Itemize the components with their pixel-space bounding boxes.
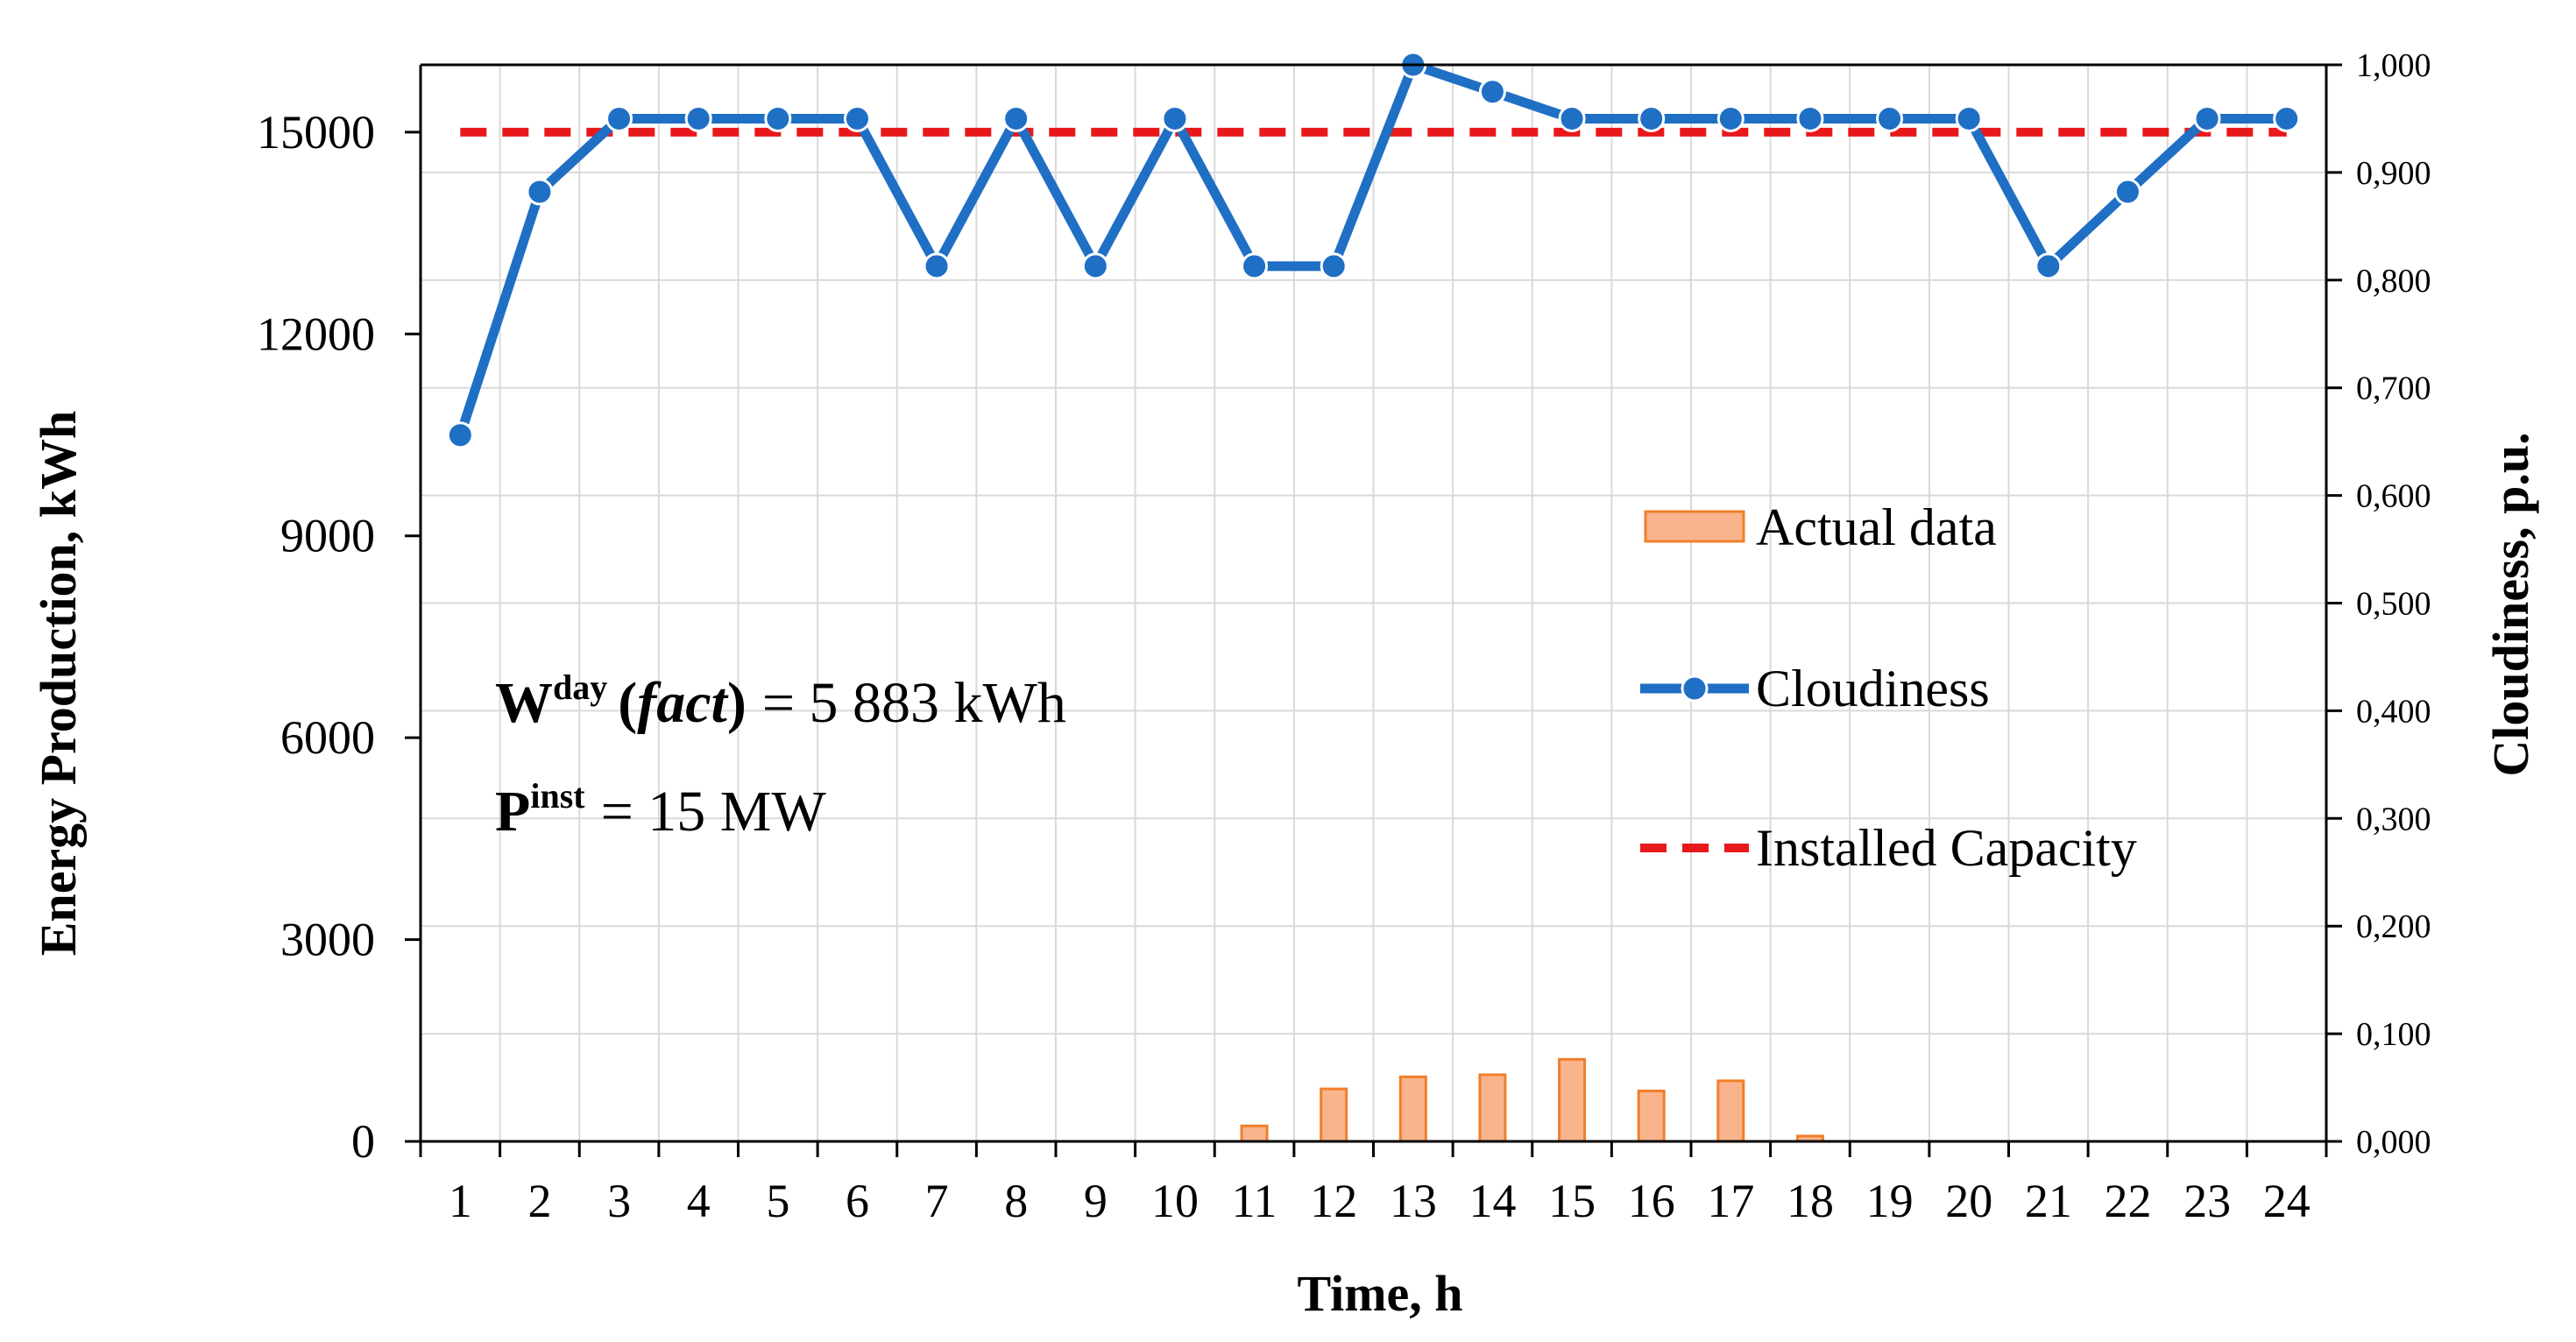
cloudiness-point-20: [1955, 104, 1983, 132]
y-right-tick-label: 0,700: [2356, 371, 2431, 407]
x-tick-label: 8: [1004, 1175, 1028, 1227]
cloudiness-point-14: [1478, 78, 1506, 106]
y-right-tick-label: 0,800: [2356, 263, 2431, 300]
legend-swatch-actual-data: [1644, 510, 1745, 543]
cloudiness-point-24: [2273, 104, 2301, 132]
annotation-energy-day: Wday (fact) = 5 883 kWh: [495, 667, 1066, 735]
bar-actual-data-17: [1716, 1079, 1745, 1143]
cloudiness-series: [446, 51, 2301, 449]
y-left-tick-label: 15000: [257, 106, 375, 159]
legend-label-actual-data: Actual data: [1756, 498, 1997, 556]
bar-series-actual-data: [1240, 1057, 1824, 1143]
cloudiness-point-9: [1081, 252, 1109, 280]
y-right-tick-label: 0,400: [2356, 693, 2431, 730]
x-tick-label: 22: [2104, 1175, 2151, 1227]
bar-actual-data-16: [1637, 1089, 1666, 1143]
cloudiness-point-4: [684, 104, 712, 132]
y-right-tick-label: 0,600: [2356, 478, 2431, 515]
annotation-w-value: = 5 883 kWh: [762, 671, 1066, 735]
cloudiness-point-15: [1558, 104, 1586, 132]
x-tick-label: 14: [1468, 1175, 1516, 1227]
cloudiness-point-11: [1241, 252, 1269, 280]
annotation-w-sup: day: [553, 667, 607, 707]
annotation-installed-power: Pinst = 15 MW: [495, 776, 826, 844]
y-right-tick-label: 0,900: [2356, 155, 2431, 192]
y-left-tick-label: 9000: [280, 510, 375, 562]
x-tick-label: 5: [766, 1175, 789, 1227]
y-right-tick-label: 0,500: [2356, 586, 2431, 623]
tick-labels: 1 2 3 4 5 6 7 8 9 10 11 12 13 14 15 16 17 18 19 20 21 22 23 240…: [257, 47, 2431, 1227]
bar-actual-data-12: [1320, 1087, 1348, 1143]
x-tick-label: 7: [925, 1175, 949, 1227]
annotation-p-value: = 15 MW: [601, 780, 827, 844]
cloudiness-point-5: [764, 104, 792, 132]
y-right-tick-label: 0,100: [2356, 1016, 2431, 1053]
cloudiness-point-12: [1320, 252, 1348, 280]
cloudiness-point-6: [843, 104, 871, 132]
y-axis-right-title: Cloudiness, p.u.: [2482, 432, 2539, 776]
cloudiness-point-1: [446, 421, 474, 449]
y-left-tick-label: 3000: [280, 914, 375, 966]
annotation-p-base: P: [495, 780, 530, 844]
legend-marker-cloudiness: [1681, 675, 1709, 703]
x-tick-label: 15: [1548, 1175, 1596, 1227]
annotation-w-close: ): [727, 671, 747, 735]
x-tick-label: 24: [2263, 1175, 2311, 1227]
grid: [421, 65, 2326, 1141]
x-tick-label: 6: [846, 1175, 869, 1227]
x-tick-label: 10: [1151, 1175, 1199, 1227]
annotation-w-base: W: [495, 671, 553, 735]
y-left-tick-label: 6000: [280, 711, 375, 764]
x-axis-title: Time, h: [1297, 1265, 1462, 1322]
x-tick-label: 4: [687, 1175, 711, 1227]
annotation-w-open: (: [618, 671, 637, 735]
cloudiness-point-16: [1638, 104, 1666, 132]
cloudiness-point-18: [1796, 104, 1824, 132]
cloudiness-point-22: [2113, 178, 2141, 206]
cloudiness-point-10: [1161, 104, 1189, 132]
cloudiness-point-7: [923, 252, 951, 280]
x-tick-label: 13: [1390, 1175, 1437, 1227]
x-tick-label: 16: [1628, 1175, 1675, 1227]
legend: Actual data Cloudiness Installed Capacit…: [1640, 498, 2137, 877]
x-tick-label: 20: [1945, 1175, 1992, 1227]
bar-actual-data-13: [1398, 1075, 1427, 1143]
bar-actual-data-14: [1478, 1073, 1507, 1143]
cloudiness-point-2: [526, 178, 554, 206]
y-right-tick-label: 0,000: [2356, 1124, 2431, 1161]
y-left-tick-label: 12000: [257, 307, 375, 360]
cloudiness-point-19: [1876, 104, 1904, 132]
legend-label-cloudiness: Cloudiness: [1756, 660, 1990, 717]
x-tick-label: 21: [2025, 1175, 2072, 1227]
y-right-tick-label: 0,300: [2356, 801, 2431, 837]
cloudiness-point-23: [2193, 104, 2221, 132]
y-left-tick-label: 0: [351, 1115, 375, 1168]
y-right-tick-label: 1,000: [2356, 47, 2431, 84]
x-tick-label: 1: [449, 1175, 472, 1227]
y-axis-left-title: Energy Production, kWh: [30, 411, 87, 957]
x-tick-label: 11: [1232, 1175, 1277, 1227]
annotation-p-sup: inst: [530, 776, 585, 816]
bar-actual-data-15: [1558, 1057, 1587, 1143]
x-tick-label: 18: [1787, 1175, 1834, 1227]
x-tick-label: 19: [1866, 1175, 1914, 1227]
x-tick-label: 9: [1084, 1175, 1108, 1227]
cloudiness-point-3: [605, 104, 633, 132]
bar-actual-data-11: [1240, 1124, 1269, 1143]
y-right-tick-label: 0,200: [2356, 908, 2431, 945]
x-tick-label: 17: [1707, 1175, 1754, 1227]
x-tick-label: 3: [607, 1175, 631, 1227]
axes: [405, 63, 2342, 1157]
cloudiness-point-8: [1002, 104, 1030, 132]
x-tick-label: 2: [527, 1175, 551, 1227]
x-tick-label: 12: [1310, 1175, 1357, 1227]
x-tick-label: 23: [2183, 1175, 2231, 1227]
legend-label-installed-capacity: Installed Capacity: [1756, 819, 2137, 877]
cloudiness-point-21: [2035, 252, 2063, 280]
annotation-w-fact: fact: [637, 671, 728, 735]
cloudiness-point-17: [1716, 104, 1744, 132]
